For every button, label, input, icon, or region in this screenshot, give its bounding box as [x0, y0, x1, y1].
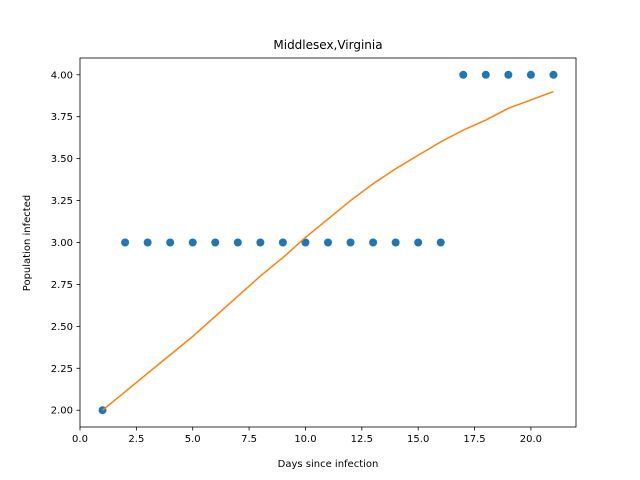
x-tick-label: 20.0	[520, 434, 542, 445]
y-tick-label: 2.50	[51, 322, 73, 333]
data-point	[256, 238, 265, 247]
y-axis-label: Population infected	[22, 195, 33, 291]
y-tick-label: 3.75	[51, 112, 73, 123]
y-tick-label: 3.50	[51, 154, 73, 165]
x-tick-label: 0.0	[72, 434, 88, 445]
data-point	[233, 238, 242, 247]
x-tick-label: 15.0	[407, 434, 429, 445]
x-tick-label: 12.5	[351, 434, 373, 445]
x-tick-label: 10.0	[294, 434, 316, 445]
y-tick-label: 2.00	[51, 406, 73, 417]
data-point	[414, 238, 423, 247]
data-point	[391, 238, 400, 247]
data-point	[121, 238, 130, 247]
data-point	[166, 238, 175, 247]
y-tick-label: 4.00	[51, 70, 73, 81]
data-point	[369, 238, 378, 247]
x-tick-label: 5.0	[185, 434, 201, 445]
data-point	[301, 238, 310, 247]
x-tick-label: 7.5	[241, 434, 257, 445]
data-point	[324, 238, 332, 247]
fit-line	[102, 90, 554, 411]
axes: 0.0 2.5 5.0 7.5 10.0 12.5 15.0 17.5 20.0 2.00 2.25…	[51, 57, 577, 445]
x-tick-label: 17.5	[463, 434, 485, 445]
data-point	[549, 70, 558, 79]
data-point	[459, 70, 468, 79]
y-tick-label: 2.75	[51, 280, 73, 291]
plot-area	[98, 70, 558, 415]
y-tick-label: 3.00	[51, 238, 73, 249]
data-point	[143, 238, 152, 247]
chart-title: Middlesex,Virginia	[273, 38, 382, 52]
y-tick-label: 2.25	[51, 364, 73, 375]
x-tick-label: 2.5	[128, 434, 144, 445]
data-point	[188, 238, 197, 247]
x-axis-label: Days since infection	[278, 459, 379, 470]
y-tick-label: 3.25	[51, 196, 73, 207]
data-point	[211, 238, 220, 247]
data-point	[346, 238, 355, 247]
data-point	[436, 238, 445, 247]
data-point	[504, 70, 513, 79]
data-point	[526, 70, 535, 79]
data-point	[278, 238, 287, 247]
data-point	[481, 70, 490, 79]
